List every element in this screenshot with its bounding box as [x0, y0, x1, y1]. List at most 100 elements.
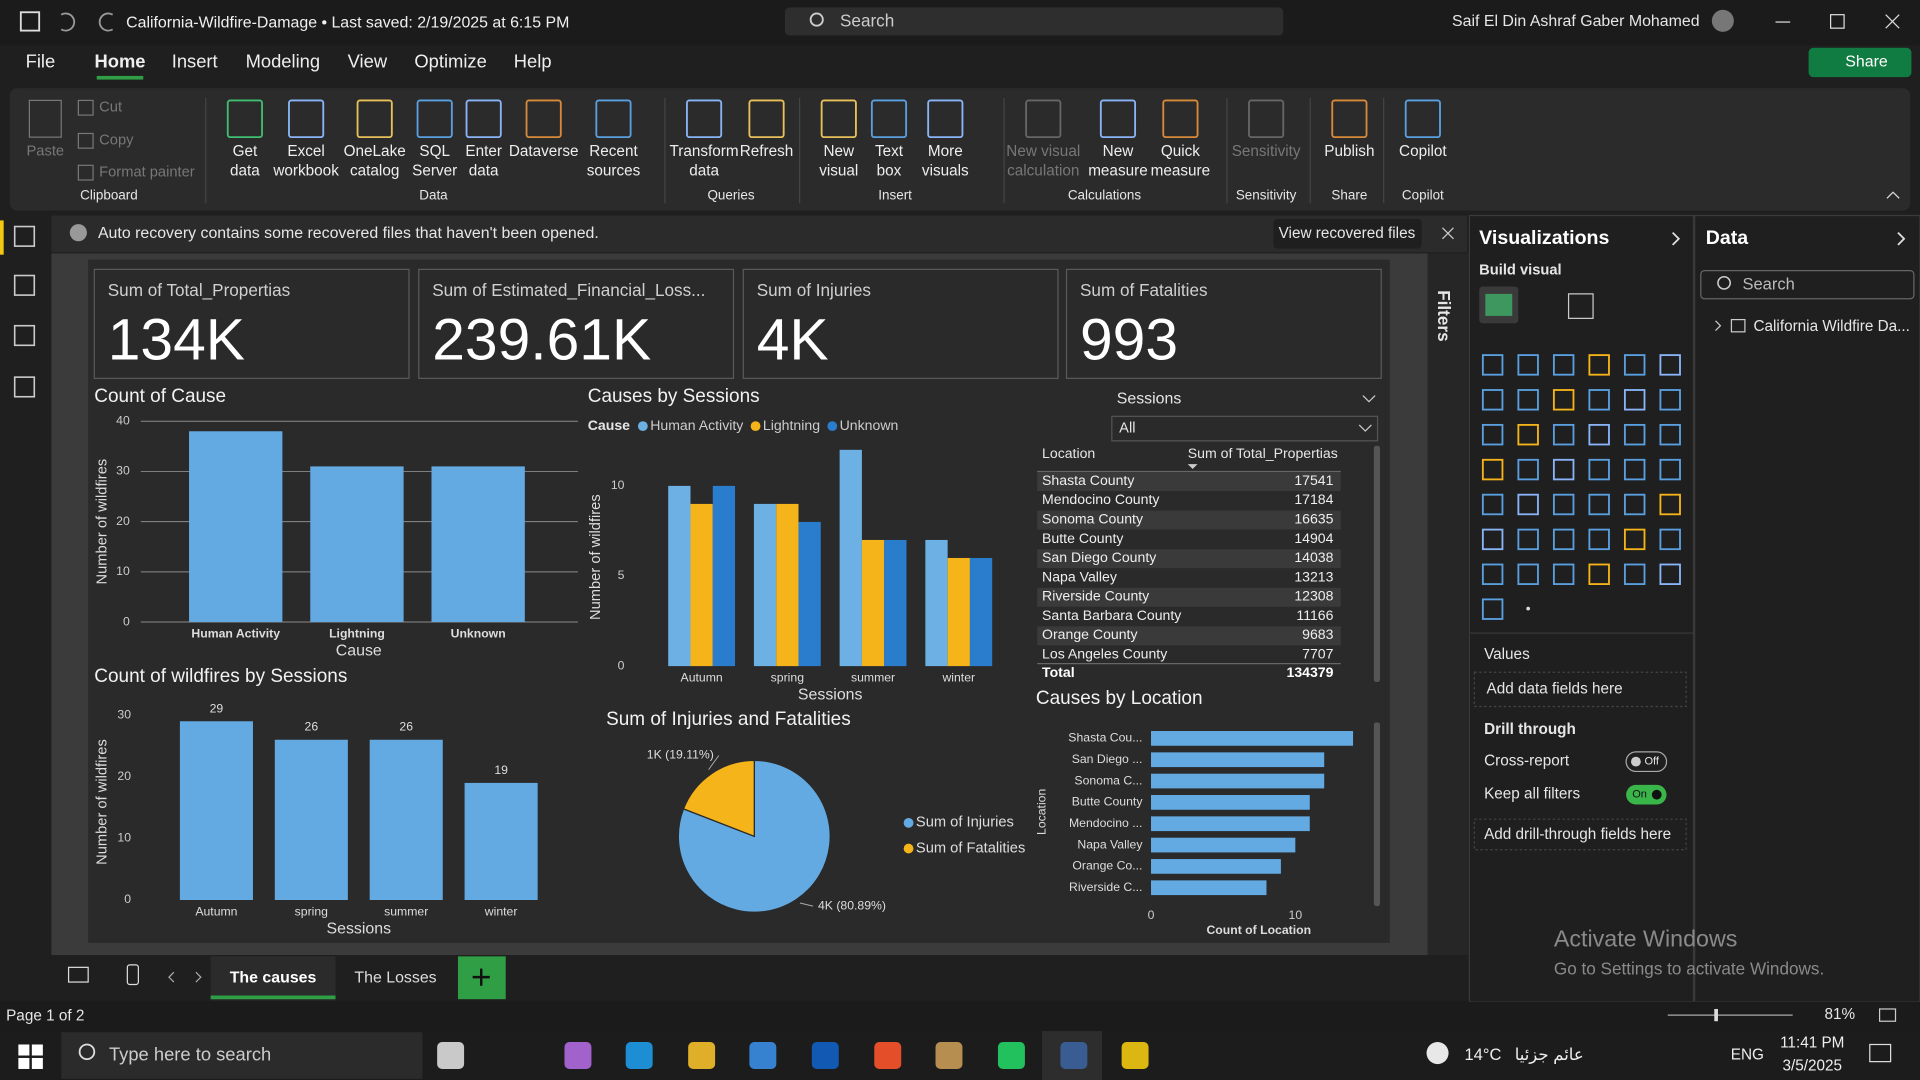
visual-type-icon[interactable]: [1481, 563, 1504, 585]
page-tab[interactable]: The causes: [230, 970, 317, 987]
visual-type-icon[interactable]: [1481, 493, 1504, 516]
drill-well[interactable]: [1473, 818, 1687, 851]
visual-type-icon[interactable]: [1481, 389, 1504, 411]
ribbon-button[interactable]: visuals: [922, 162, 969, 179]
nav-icon[interactable]: [13, 274, 36, 296]
visual-type-icon[interactable]: [1517, 528, 1539, 551]
ribbon-button[interactable]: Cut: [99, 100, 122, 116]
search-box[interactable]: [784, 7, 1284, 36]
ribbon-button[interactable]: OneLake: [344, 143, 406, 160]
mobile-view[interactable]: [126, 964, 139, 986]
visual-type-icon[interactable]: [1552, 354, 1575, 376]
menu-tab[interactable]: Optimize: [414, 50, 486, 71]
ribbon-button[interactable]: data: [469, 162, 499, 179]
ribbon-button[interactable]: Excel: [287, 143, 324, 160]
visual-type-icon[interactable]: [1481, 423, 1504, 446]
ribbon-button[interactable]: Get: [233, 143, 258, 160]
visual-type-icon[interactable]: [1588, 423, 1610, 446]
nav-icon[interactable]: [13, 324, 36, 347]
visual-type-icon[interactable]: [1588, 354, 1610, 376]
slicer-value[interactable]: All: [1119, 420, 1135, 436]
visual-type-icon[interactable]: [1659, 458, 1681, 481]
ribbon-button[interactable]: Text: [875, 143, 904, 160]
visual-type-icon[interactable]: [1517, 423, 1539, 446]
visual-type-icon[interactable]: [1517, 389, 1539, 411]
format-icon[interactable]: [1567, 293, 1594, 319]
ribbon-button[interactable]: measure: [1151, 162, 1211, 179]
visual-type-icon[interactable]: [1552, 563, 1575, 585]
visual-type-icon[interactable]: [1552, 423, 1575, 446]
ribbon-button[interactable]: Dataverse: [509, 143, 579, 160]
visual-type-icon[interactable]: [1623, 563, 1646, 585]
taskbar-app[interactable]: [997, 1042, 1025, 1069]
menu-tab[interactable]: Help: [514, 50, 552, 71]
slicer-dropdown[interactable]: [1111, 415, 1379, 442]
filters-label[interactable]: Filters: [1434, 290, 1454, 341]
taskbar-app[interactable]: [1121, 1042, 1149, 1069]
visual-type-icon[interactable]: [1481, 528, 1504, 551]
ribbon-button[interactable]: New: [1103, 143, 1135, 160]
visual-type-icon[interactable]: [1517, 354, 1539, 376]
menu-tab[interactable]: Home: [94, 50, 145, 71]
visual-type-icon[interactable]: [1623, 389, 1646, 411]
ribbon-button[interactable]: measure: [1088, 162, 1148, 179]
ribbon-button[interactable]: Copy: [99, 133, 134, 149]
values-well[interactable]: [1473, 671, 1687, 708]
visual-type-icon[interactable]: [1517, 563, 1539, 585]
visual-type-icon[interactable]: [1623, 458, 1646, 481]
ribbon-button[interactable]: New: [823, 143, 855, 160]
taskbar-app[interactable]: [564, 1042, 592, 1069]
desktop-view[interactable]: [67, 966, 89, 983]
taskbar-app[interactable]: [625, 1042, 653, 1069]
visual-type-icon[interactable]: [1517, 458, 1539, 481]
ribbon-button[interactable]: Refresh: [740, 143, 794, 160]
visual-type-icon[interactable]: [1552, 493, 1575, 516]
visual-type-icon[interactable]: [1481, 598, 1504, 620]
active-tab[interactable]: [210, 956, 336, 1001]
ribbon-button[interactable]: box: [877, 162, 902, 179]
taskbar-app[interactable]: [935, 1042, 963, 1069]
visual-type-icon[interactable]: [1659, 389, 1681, 411]
visual-type-icon[interactable]: [1588, 528, 1610, 551]
visual-type-icon[interactable]: [1659, 354, 1681, 376]
ribbon-button[interactable]: Publish: [1324, 143, 1374, 160]
menu-tab[interactable]: Insert: [172, 50, 218, 71]
ribbon-button[interactable]: calculation: [1007, 162, 1079, 179]
visual-type-icon[interactable]: [1552, 528, 1575, 551]
notification-icon[interactable]: [1869, 1043, 1892, 1063]
visual-type-icon[interactable]: [1517, 493, 1539, 516]
visual-type-icon[interactable]: [1588, 563, 1610, 585]
visual-type-icon[interactable]: [1481, 458, 1504, 481]
taskbar-app[interactable]: [1060, 1042, 1088, 1069]
share-button[interactable]: [1808, 47, 1912, 78]
ribbon-button[interactable]: Recent: [589, 143, 638, 160]
ribbon-button[interactable]: sources: [587, 162, 641, 179]
ribbon-button[interactable]: Server: [412, 162, 457, 179]
ribbon-button[interactable]: Sensitivity: [1232, 143, 1301, 160]
taskbar-app[interactable]: [437, 1042, 465, 1069]
ribbon-button[interactable]: More: [928, 143, 963, 160]
visual-type-icon[interactable]: [1623, 423, 1646, 446]
visual-type-icon[interactable]: [1659, 493, 1681, 516]
visual-type-icon[interactable]: [1588, 493, 1610, 516]
visual-type-icon[interactable]: [1588, 389, 1610, 411]
nav-icon[interactable]: [13, 225, 36, 247]
taskbar-app[interactable]: [874, 1042, 902, 1069]
menu-tab[interactable]: File: [26, 50, 56, 71]
visual-type-icon[interactable]: [1481, 354, 1504, 376]
visual-type-icon[interactable]: [1623, 528, 1646, 551]
ribbon-button[interactable]: visual: [819, 162, 858, 179]
taskbar-app[interactable]: [749, 1042, 777, 1069]
ribbon-button[interactable]: Quick: [1161, 143, 1200, 160]
visual-type-icon[interactable]: [1552, 458, 1575, 481]
visual-type-icon[interactable]: [1659, 423, 1681, 446]
visual-type-icon[interactable]: [1623, 354, 1646, 376]
recovered-button-label[interactable]: View recovered files: [1279, 225, 1416, 242]
visual-type-icon[interactable]: [1659, 528, 1681, 551]
ribbon-button[interactable]: Copilot: [1399, 143, 1447, 160]
taskbar-search[interactable]: [61, 1032, 423, 1079]
visual-type-icon[interactable]: [1659, 563, 1681, 585]
menu-tab[interactable]: View: [348, 50, 388, 71]
ribbon-button[interactable]: Transform: [670, 143, 739, 160]
ribbon-button[interactable]: catalog: [350, 162, 399, 179]
